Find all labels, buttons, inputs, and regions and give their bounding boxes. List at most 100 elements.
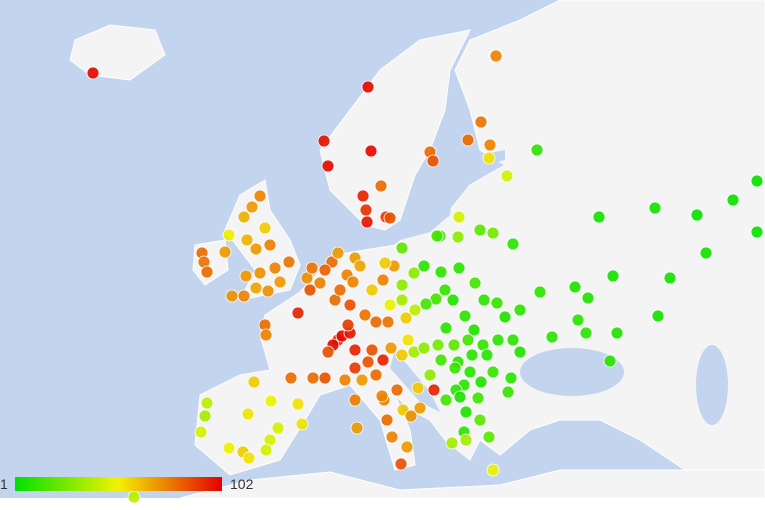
- map-marker[interactable]: [491, 333, 505, 347]
- map-marker[interactable]: [465, 348, 479, 362]
- map-marker[interactable]: [369, 315, 383, 329]
- map-marker[interactable]: [648, 201, 662, 215]
- map-marker[interactable]: [486, 463, 500, 477]
- map-marker[interactable]: [364, 144, 378, 158]
- map-marker[interactable]: [458, 309, 472, 323]
- map-marker[interactable]: [317, 134, 331, 148]
- map-marker[interactable]: [399, 311, 413, 325]
- map-marker[interactable]: [350, 421, 364, 435]
- map-marker[interactable]: [225, 289, 239, 303]
- map-marker[interactable]: [446, 293, 460, 307]
- map-marker[interactable]: [395, 278, 409, 292]
- map-marker[interactable]: [346, 275, 360, 289]
- map-marker[interactable]: [417, 341, 431, 355]
- map-marker[interactable]: [365, 283, 379, 297]
- map-marker[interactable]: [430, 229, 444, 243]
- map-marker[interactable]: [483, 138, 497, 152]
- map-marker[interactable]: [431, 338, 445, 352]
- map-marker[interactable]: [237, 289, 251, 303]
- map-marker[interactable]: [249, 242, 263, 256]
- map-marker[interactable]: [395, 293, 409, 307]
- map-marker[interactable]: [513, 345, 527, 359]
- map-marker[interactable]: [247, 375, 261, 389]
- map-marker[interactable]: [374, 179, 388, 193]
- map-marker[interactable]: [348, 393, 362, 407]
- map-marker[interactable]: [453, 390, 467, 404]
- map-marker[interactable]: [127, 490, 141, 504]
- map-marker[interactable]: [198, 409, 212, 423]
- map-marker[interactable]: [413, 401, 427, 415]
- map-marker[interactable]: [395, 241, 409, 255]
- map-marker[interactable]: [291, 397, 305, 411]
- map-marker[interactable]: [264, 394, 278, 408]
- map-marker[interactable]: [750, 174, 764, 188]
- map-marker[interactable]: [273, 275, 287, 289]
- map-marker[interactable]: [490, 296, 504, 310]
- map-marker[interactable]: [603, 354, 617, 368]
- map-marker[interactable]: [237, 210, 251, 224]
- map-marker[interactable]: [253, 189, 267, 203]
- map-marker[interactable]: [381, 315, 395, 329]
- map-marker[interactable]: [271, 421, 285, 435]
- map-marker[interactable]: [263, 238, 277, 252]
- map-marker[interactable]: [383, 211, 397, 225]
- map-marker[interactable]: [194, 425, 208, 439]
- map-marker[interactable]: [606, 269, 620, 283]
- map-marker[interactable]: [353, 259, 367, 273]
- map-marker[interactable]: [318, 371, 332, 385]
- map-marker[interactable]: [448, 361, 462, 375]
- map-marker[interactable]: [451, 230, 465, 244]
- map-marker[interactable]: [506, 237, 520, 251]
- map-marker[interactable]: [259, 443, 273, 457]
- map-marker[interactable]: [467, 323, 481, 337]
- map-marker[interactable]: [486, 365, 500, 379]
- map-marker[interactable]: [426, 154, 440, 168]
- map-marker[interactable]: [447, 338, 461, 352]
- map-marker[interactable]: [333, 283, 347, 297]
- map-marker[interactable]: [690, 208, 704, 222]
- map-marker[interactable]: [506, 333, 520, 347]
- map-marker[interactable]: [356, 189, 370, 203]
- map-marker[interactable]: [348, 361, 362, 375]
- map-marker[interactable]: [504, 371, 518, 385]
- map-marker[interactable]: [500, 169, 514, 183]
- map-marker[interactable]: [390, 383, 404, 397]
- map-marker[interactable]: [222, 441, 236, 455]
- map-marker[interactable]: [328, 293, 342, 307]
- map-marker[interactable]: [408, 303, 422, 317]
- map-marker[interactable]: [240, 233, 254, 247]
- map-marker[interactable]: [489, 49, 503, 63]
- map-marker[interactable]: [395, 348, 409, 362]
- map-marker[interactable]: [429, 292, 443, 306]
- map-marker[interactable]: [369, 368, 383, 382]
- map-marker[interactable]: [407, 266, 421, 280]
- map-marker[interactable]: [394, 457, 408, 471]
- map-marker[interactable]: [452, 261, 466, 275]
- map-marker[interactable]: [355, 373, 369, 387]
- map-marker[interactable]: [699, 246, 713, 260]
- map-marker[interactable]: [581, 291, 595, 305]
- map-marker[interactable]: [282, 255, 296, 269]
- map-marker[interactable]: [471, 391, 485, 405]
- map-marker[interactable]: [411, 381, 425, 395]
- map-marker[interactable]: [439, 393, 453, 407]
- map-marker[interactable]: [241, 407, 255, 421]
- map-marker[interactable]: [361, 80, 375, 94]
- map-marker[interactable]: [331, 246, 345, 260]
- map-marker[interactable]: [242, 451, 256, 465]
- map-marker[interactable]: [365, 343, 379, 357]
- map-marker[interactable]: [726, 193, 740, 207]
- map-marker[interactable]: [474, 375, 488, 389]
- map-marker[interactable]: [295, 417, 309, 431]
- map-marker[interactable]: [533, 285, 547, 299]
- map-marker[interactable]: [361, 355, 375, 369]
- map-marker[interactable]: [579, 326, 593, 340]
- map-marker[interactable]: [284, 371, 298, 385]
- map-marker[interactable]: [348, 343, 362, 357]
- map-marker[interactable]: [200, 396, 214, 410]
- map-marker[interactable]: [417, 259, 431, 273]
- map-marker[interactable]: [530, 143, 544, 157]
- map-marker[interactable]: [427, 383, 441, 397]
